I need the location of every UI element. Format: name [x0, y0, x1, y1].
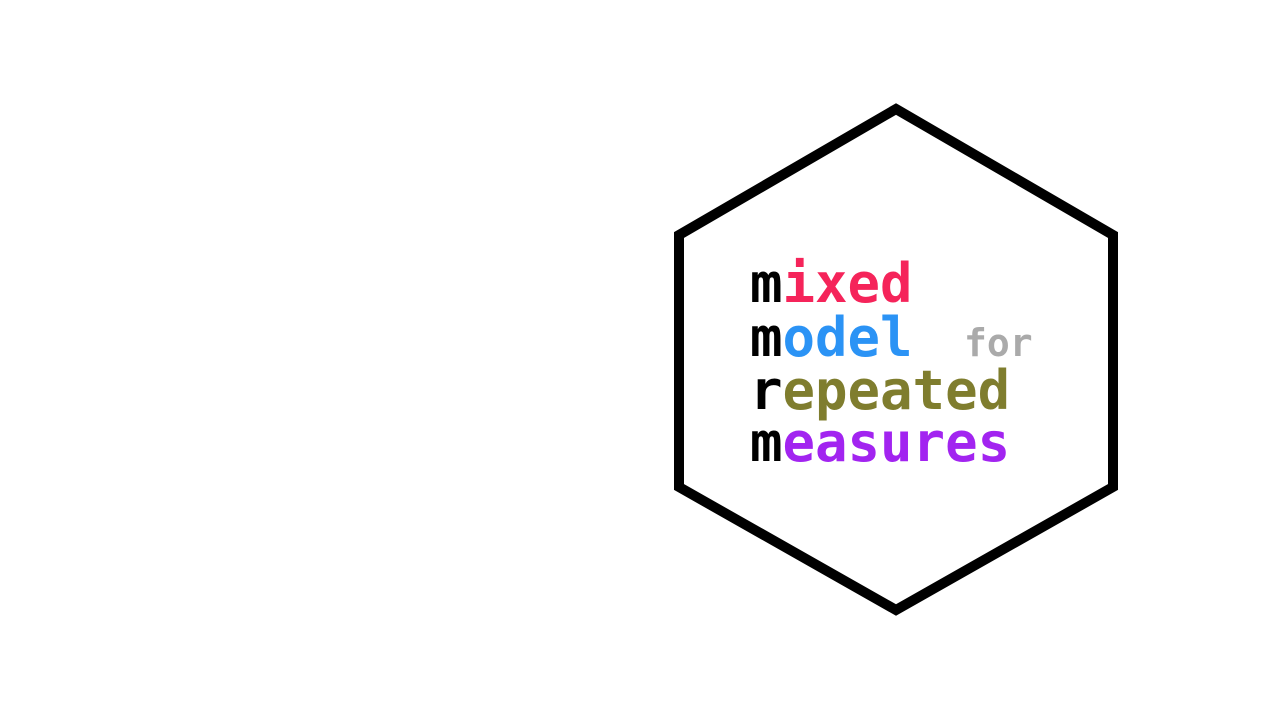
logo-line-measures-lead: m — [750, 411, 783, 474]
logo-line-mixed-lead: m — [750, 252, 783, 315]
logo-line-repeated-lead: r — [750, 359, 783, 422]
logo-line-model: model — [750, 306, 913, 369]
logo-line-repeated: repeated — [750, 359, 1010, 422]
logo-line-mixed-rest: ixed — [783, 252, 913, 315]
hexagon-border — [674, 103, 1118, 616]
logo-line-measures-rest: easures — [783, 411, 1011, 474]
logo-line-model-lead: m — [750, 306, 783, 369]
logo-line-model-rest: odel — [783, 306, 913, 369]
logo-line-measures: measures — [750, 411, 1010, 474]
logo-connector-for: for — [964, 321, 1033, 365]
logo-line-mixed: mixed — [750, 252, 913, 315]
logo-line-repeated-rest: epeated — [783, 359, 1011, 422]
